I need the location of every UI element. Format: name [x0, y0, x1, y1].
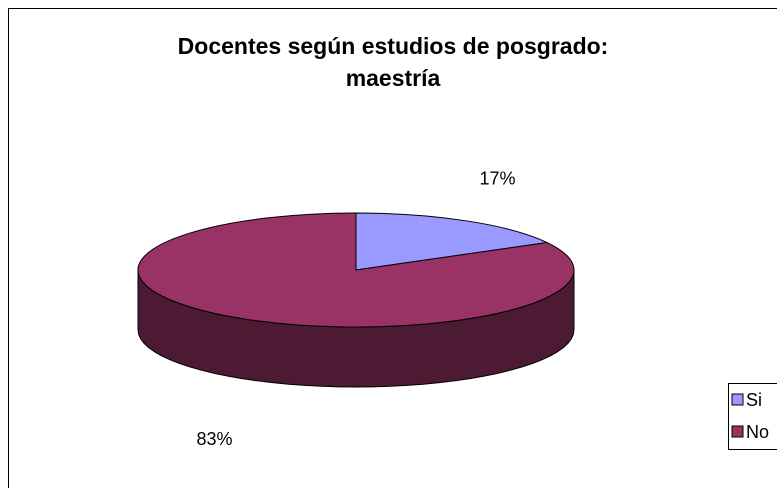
data-label: 83% [196, 429, 232, 449]
legend-label: Si [746, 390, 762, 410]
legend-swatch [731, 425, 744, 438]
pie-slice [355, 212, 549, 271]
pie-slice [137, 212, 575, 328]
legend-swatch [731, 393, 744, 406]
data-label: 17% [479, 168, 515, 188]
chart-title: Docentes según estudios de posgrado: mae… [177, 33, 609, 91]
legend-label: No [746, 422, 769, 442]
